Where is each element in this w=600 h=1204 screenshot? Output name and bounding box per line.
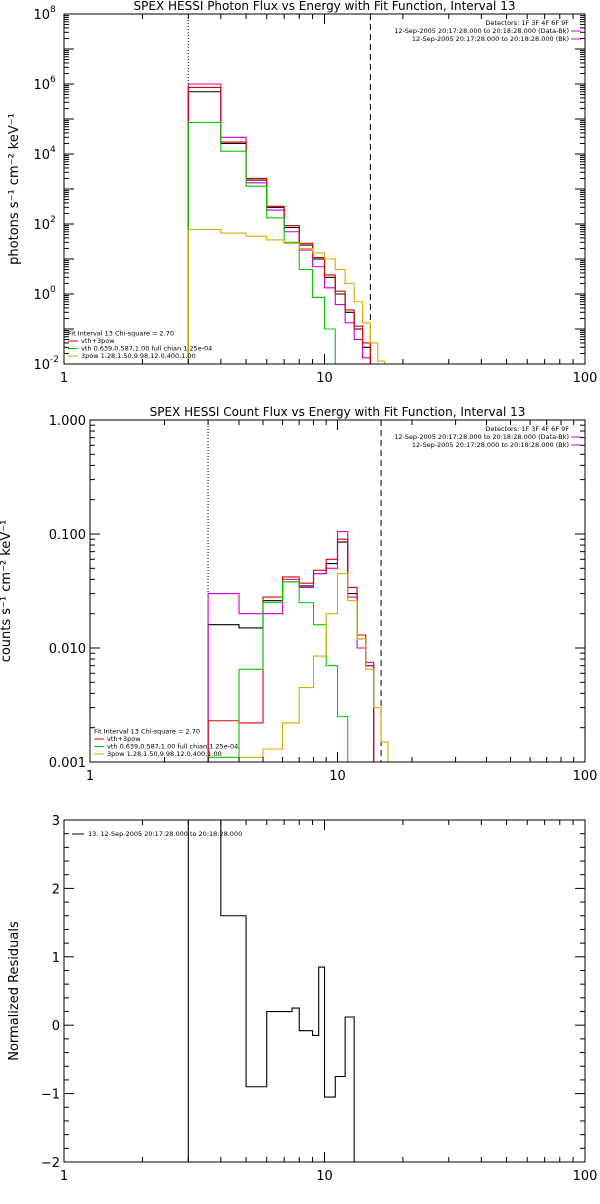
- y-tick-label: −2: [41, 1156, 60, 1171]
- legend-fit-label: Fit Interval 13 Chi-square = 2.70: [68, 330, 174, 338]
- x-tick-label: 10: [329, 769, 346, 784]
- x-tick-label: 10: [316, 1169, 333, 1184]
- legend-bottomleft-text: 3pow 1.28,1.50,9.98,12.0,400,1.00: [81, 352, 196, 360]
- series-line-1: [207, 541, 375, 762]
- y-tick-label: 10: [33, 78, 50, 93]
- legend-bottomleft-text: vth+3pow: [107, 735, 141, 743]
- y-tick-exponent: 6: [50, 75, 56, 85]
- series-group: [187, 820, 355, 1162]
- y-tick-label: 10: [33, 8, 50, 23]
- y-tick-label: 10: [33, 358, 50, 373]
- legend-bottomleft-text: 3pow 1.28,1.50,9.98,12.0,400,1.00: [107, 750, 222, 758]
- legend-fit-label: Fit Interval 13 Chi-square = 2.70: [94, 728, 200, 736]
- y-tick-label: 0.100: [49, 528, 86, 543]
- y-tick-label: 10: [33, 218, 50, 233]
- legend-topright-text: 12-Sep-2005 20:17:28.000 to 20:18:28.000…: [412, 35, 569, 43]
- y-tick-exponent: 2: [50, 215, 56, 225]
- series-line-1: [187, 820, 355, 1162]
- y-tick-label: 0.001: [49, 756, 86, 771]
- y-tick-label: 0.010: [49, 642, 86, 657]
- y-tick-label: 0: [52, 1019, 60, 1034]
- legend-topright-text: Detectors: 1F 3F 4F 6F 9F: [485, 19, 569, 27]
- y-tick-label: 10: [33, 288, 50, 303]
- chart-title: SPEX HESSI Count Flux vs Energy with Fit…: [150, 405, 526, 419]
- x-tick-label: 1: [86, 769, 94, 784]
- series-line-2: [207, 531, 375, 762]
- y-tick-label: 2: [52, 882, 60, 897]
- y-tick-label: 1.000: [49, 414, 86, 429]
- legend-topleft-text: 13. 12-Sep-2005 20:17:28.000 to 20:18:28…: [88, 830, 242, 838]
- y-tick-exponent: 0: [50, 285, 56, 295]
- series-line-5: [187, 228, 386, 364]
- series-group: [187, 83, 386, 364]
- chart-title: SPEX HESSI Photon Flux vs Energy with Fi…: [134, 0, 516, 13]
- y-tick-exponent: -2: [50, 355, 59, 365]
- y-tick-exponent: 4: [50, 145, 56, 155]
- y-tick-label: 1: [52, 951, 60, 966]
- x-tick-label: 100: [573, 769, 598, 784]
- y-tick-exponent: 8: [50, 5, 56, 15]
- x-tick-label: 1: [60, 1169, 68, 1184]
- series-group: [207, 531, 389, 762]
- x-tick-label: 1: [60, 371, 68, 386]
- series-line-5: [238, 572, 389, 762]
- x-tick-label: 100: [573, 371, 598, 386]
- legend-bottomleft-text: vth+3pow: [81, 337, 115, 345]
- y-tick-label: −1: [41, 1088, 60, 1103]
- y-tick-label: 3: [52, 814, 60, 829]
- y-tick-label: 10: [33, 148, 50, 163]
- series-line-2: [187, 83, 371, 364]
- y-axis-label: photons s⁻¹ cm⁻² keV⁻¹: [7, 113, 22, 265]
- series-line-3: [207, 538, 375, 762]
- series-line-4: [187, 121, 346, 364]
- series-line-4: [207, 581, 358, 762]
- legend-topright-text: 12-Sep-2005 20:17:28.000 to 20:18:28.000…: [394, 433, 569, 441]
- panel-1: SPEX HESSI Photon Flux vs Energy with Fi…: [7, 0, 598, 386]
- legend-bottomleft-text: vth 0.639,0.587,1.00 full chian 1.25e-04: [81, 345, 212, 353]
- legend-topright-text: Detectors: 1F 3F 4F 6F 9F: [485, 425, 569, 433]
- legend-topright-text: 12-Sep-2005 20:17:28.000 to 20:18:28.000…: [412, 441, 569, 449]
- panel-3: Normalized Residuals 1 10 100 −2 −1 0 1 2 3 13. 12…: [7, 814, 597, 1184]
- legend-bottomleft-text: vth 0.639,0.587,1.00 full chian 1.25e-04: [107, 743, 238, 751]
- x-tick-label: 10: [316, 371, 333, 386]
- legend-topright-text: 12-Sep-2005 20:17:28.000 to 20:18:28.000…: [394, 27, 569, 35]
- y-axis-label: counts s⁻¹ cm⁻² keV⁻¹: [0, 520, 14, 663]
- series-line-3: [187, 86, 371, 364]
- x-tick-label: 100: [573, 1169, 598, 1184]
- panel-2: SPEX HESSI Count Flux vs Energy with Fit…: [0, 405, 597, 784]
- y-axis-label: Normalized Residuals: [7, 921, 22, 1061]
